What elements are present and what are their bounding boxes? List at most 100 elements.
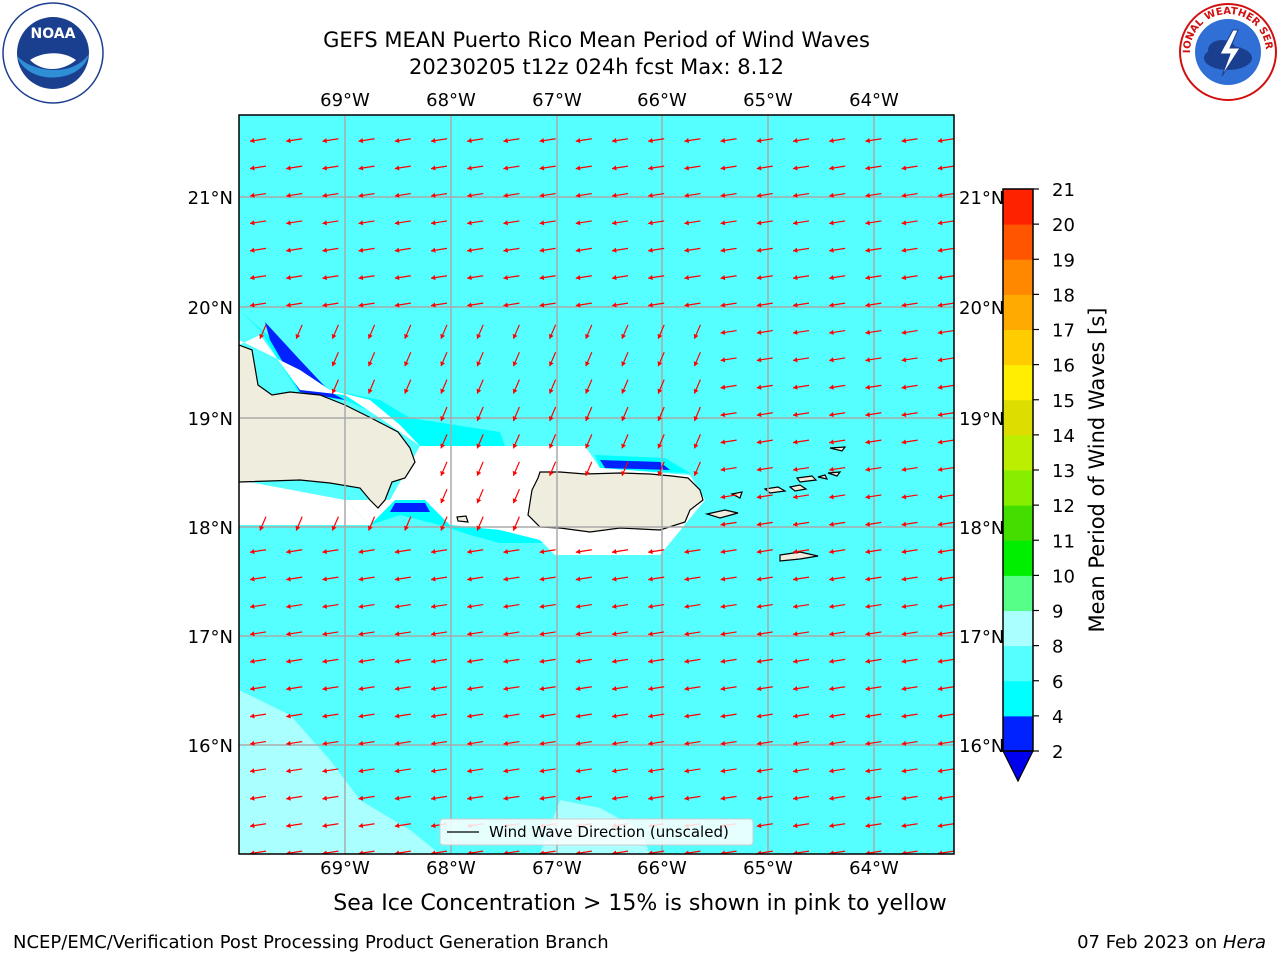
wind-wave-arrow [548, 351, 557, 367]
wind-wave-arrow [358, 768, 375, 774]
wind-wave-arrow [322, 302, 339, 308]
wind-wave-arrow [440, 379, 448, 394]
colorbar-segment [1003, 294, 1033, 330]
wind-wave-arrow [756, 220, 773, 226]
wind-wave-arrow [937, 466, 954, 472]
wind-wave-arrow [865, 768, 882, 774]
wind-wave-arrow [467, 740, 484, 746]
wind-wave-arrow [937, 275, 954, 281]
wind-wave-arrow [901, 302, 918, 308]
wind-wave-arrow [249, 138, 267, 144]
wind-wave-arrow [394, 576, 411, 582]
wind-wave-arrow [648, 165, 665, 171]
wind-wave-arrow [756, 412, 773, 418]
wind-wave-arrow [585, 406, 593, 422]
wind-wave-arrow [611, 576, 629, 582]
wind-wave-arrow [865, 466, 882, 472]
wind-wave-arrow [286, 768, 303, 774]
wind-wave-arrow [792, 494, 810, 500]
wind-wave-arrow [648, 768, 665, 774]
wind-wave-arrow [611, 850, 629, 854]
colorbar-segment [1003, 434, 1033, 471]
wind-wave-arrow [394, 823, 411, 829]
wind-wave-arrow [539, 713, 556, 719]
colorbar-tick: 11 [1052, 531, 1075, 552]
wind-wave-arrow [394, 302, 411, 308]
lon-label-top: 65°W [743, 90, 793, 111]
wind-wave-arrow [693, 434, 701, 449]
wind-wave-arrow [503, 795, 520, 801]
wind-wave-arrow [467, 275, 484, 281]
wind-wave-arrow [720, 247, 737, 253]
colorbar-segment [1003, 399, 1033, 436]
wind-wave-arrow [865, 412, 882, 418]
lat-labels-right: 21°N 20°N 19°N 18°N 17°N 16°N [959, 188, 1004, 757]
wind-wave-arrow [792, 439, 810, 445]
wind-wave-arrow [756, 850, 773, 854]
wind-wave-arrow [548, 434, 557, 449]
wind-wave-arrow [503, 768, 520, 774]
wind-wave-arrow [720, 165, 737, 171]
wind-wave-arrow [792, 686, 810, 692]
wind-wave-arrow [539, 549, 556, 555]
wind-wave-arrow [394, 138, 411, 144]
wind-wave-arrow [865, 631, 882, 637]
wind-wave-arrow [467, 549, 484, 555]
wind-wave-arrow [249, 220, 267, 226]
lon-label-bottom: 68°W [426, 858, 476, 879]
wind-wave-arrow [611, 686, 629, 692]
wind-wave-arrow [865, 192, 882, 198]
wind-wave-arrow [829, 631, 846, 637]
wind-wave-arrow [756, 439, 773, 445]
lon-label-top: 66°W [637, 90, 687, 111]
colorbar-segment [1003, 715, 1033, 752]
wind-wave-arrow [937, 138, 954, 144]
wind-wave-arrow [575, 603, 592, 609]
wind-wave-arrow [394, 768, 411, 774]
wind-wave-arrow [756, 521, 773, 527]
wind-wave-arrow [331, 351, 339, 367]
wind-wave-arrow [476, 434, 484, 449]
wind-wave-arrow [249, 631, 267, 637]
noaa-logo: NOAA [2, 2, 104, 104]
gridlines [239, 115, 954, 854]
wind-wave-arrow [394, 658, 411, 664]
footer-date-text: 07 Feb 2023 on [1077, 932, 1223, 953]
wind-wave-arrow [539, 138, 556, 144]
wind-wave-arrow [611, 302, 629, 308]
wind-wave-arrow [937, 329, 954, 335]
wind-wave-arrow [322, 576, 339, 582]
colorbar-tick: 8 [1052, 637, 1063, 658]
wind-wave-arrow [394, 247, 411, 253]
wind-wave-arrow [937, 768, 954, 774]
nws-logo: NATIONAL WEATHER SERVICE [1178, 2, 1277, 101]
wind-wave-arrow [322, 686, 339, 692]
wind-wave-arrow [322, 795, 339, 801]
wind-wave-arrow [829, 329, 846, 335]
wind-wave-arrow [937, 658, 954, 664]
wind-wave-arrow [756, 740, 773, 746]
wind-wave-arrow [575, 768, 592, 774]
wind-wave-arrow [575, 165, 592, 171]
wind-wave-arrow [467, 165, 484, 171]
wind-wave-arrow [476, 406, 484, 422]
wind-wave-arrow [467, 192, 484, 198]
wind-wave-arrow [394, 686, 411, 692]
wind-wave-arrow [286, 850, 303, 854]
wind-wave-arrow [394, 275, 411, 281]
wind-wave-arrow [865, 850, 882, 854]
colorbar-tick: 18 [1052, 285, 1075, 306]
wind-wave-arrow [404, 324, 412, 340]
wind-wave-arrow [539, 795, 556, 801]
wind-wave-arrow [829, 521, 846, 527]
wind-wave-arrow [611, 138, 629, 144]
wind-wave-arrow [358, 192, 375, 198]
wind-wave-arrow [684, 549, 701, 555]
wind-wave-arrow [548, 461, 557, 477]
wind-wave-arrow [322, 823, 339, 829]
wind-wave-arrow [467, 220, 484, 226]
wind-wave-arrow [367, 351, 376, 367]
wind-wave-arrow [430, 713, 448, 719]
wind-wave-arrow [575, 850, 592, 854]
wind-wave-arrow [865, 220, 882, 226]
